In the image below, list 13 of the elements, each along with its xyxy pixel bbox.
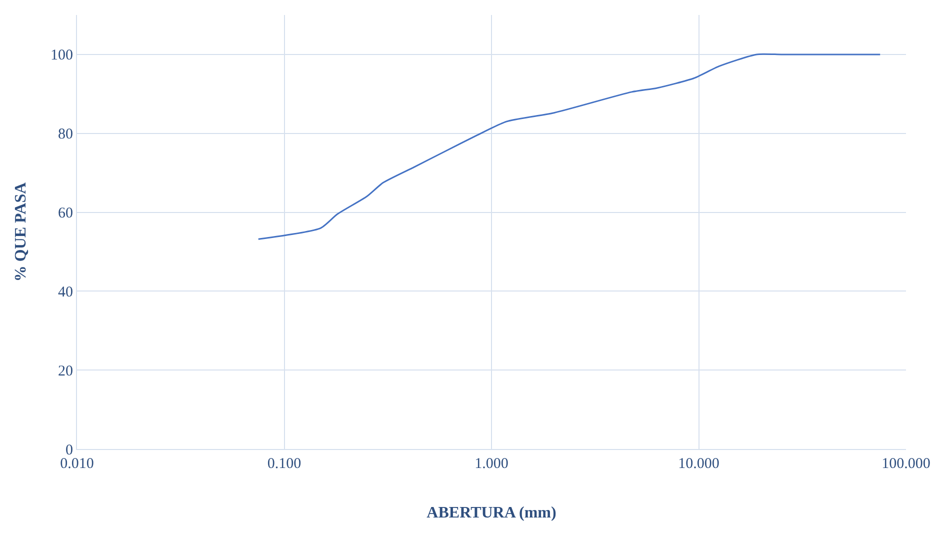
x-tick-label: 0.010	[60, 456, 94, 472]
x-tick-label: 10.000	[678, 456, 720, 472]
x-tick-label: 100.000	[882, 456, 930, 472]
y-tick-label: 80	[58, 126, 73, 143]
x-tick-label: 0.100	[267, 456, 302, 472]
x-tick-label: 1.000	[474, 456, 508, 472]
y-tick-label: 20	[58, 363, 73, 380]
y-tick-label: 40	[58, 284, 73, 300]
x-axis-title: ABERTURA (mm)	[426, 504, 556, 522]
y-axis-title: % QUE PASA	[12, 182, 30, 282]
y-tick-label: 60	[58, 206, 73, 222]
y-tick-label: 0	[66, 442, 73, 458]
y-tick-label: 100	[50, 48, 73, 64]
